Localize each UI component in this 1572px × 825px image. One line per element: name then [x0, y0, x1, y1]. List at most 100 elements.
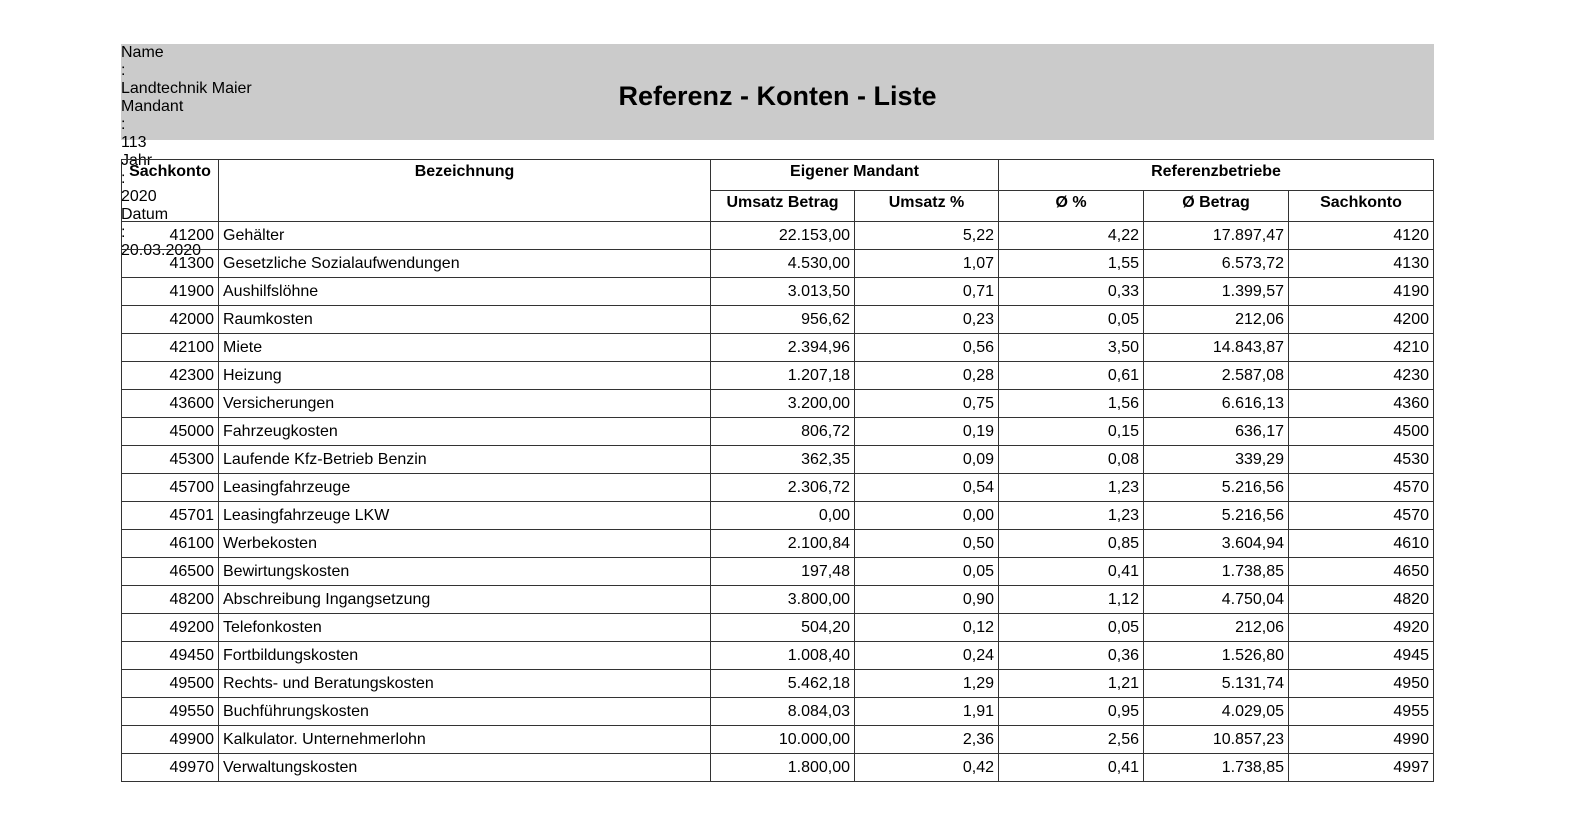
cell: 17.897,47 — [1143, 221, 1289, 250]
cell: 4650 — [1288, 557, 1434, 586]
cell: 956,62 — [710, 305, 855, 334]
column-header: Umsatz Betrag — [710, 190, 855, 222]
cell: 1.008,40 — [710, 641, 855, 670]
cell: 0,28 — [854, 361, 999, 390]
column-header: Bezeichnung — [218, 159, 711, 222]
cell: Miete — [218, 333, 711, 362]
cell: 1,29 — [854, 669, 999, 698]
cell: 0,05 — [998, 613, 1144, 642]
cell: 4500 — [1288, 417, 1434, 446]
cell: 212,06 — [1143, 613, 1289, 642]
cell: 1.207,18 — [710, 361, 855, 390]
cell: 4.029,05 — [1143, 697, 1289, 726]
cell: 10.000,00 — [710, 725, 855, 754]
cell: 3,50 — [998, 333, 1144, 362]
cell: 6.573,72 — [1143, 249, 1289, 278]
cell: 5.216,56 — [1143, 501, 1289, 530]
cell: 1.399,57 — [1143, 277, 1289, 306]
cell: 4530 — [1288, 445, 1434, 474]
cell: 49970 — [121, 753, 219, 782]
cell: Laufende Kfz-Betrieb Benzin — [218, 445, 711, 474]
cell: 41200 — [121, 221, 219, 250]
cell: 3.013,50 — [710, 277, 855, 306]
cell: 0,00 — [710, 501, 855, 530]
cell: 1,55 — [998, 249, 1144, 278]
cell: 1.526,80 — [1143, 641, 1289, 670]
row: 49550 Buchführungskosten 8.084,03 1,91 0,95 4… — [121, 697, 1434, 726]
field-label: Name — [121, 44, 164, 61]
cell: 0,05 — [998, 305, 1144, 334]
cell: 41900 — [121, 277, 219, 306]
cell: 4130 — [1288, 249, 1434, 278]
cell: 197,48 — [710, 557, 855, 586]
column-header: Sachkonto — [1288, 190, 1434, 222]
cell: 3.800,00 — [710, 585, 855, 614]
cell: 14.843,87 — [1143, 333, 1289, 362]
cell: 22.153,00 — [710, 221, 855, 250]
cell: 4945 — [1288, 641, 1434, 670]
cell: 4120 — [1288, 221, 1434, 250]
cell: 0,95 — [998, 697, 1144, 726]
separator: : — [121, 116, 126, 133]
cell: 49900 — [121, 725, 219, 754]
row: 49500 Rechts- und Beratungskosten 5.462,18… — [121, 669, 1434, 698]
cell: 46500 — [121, 557, 219, 586]
title: Referenz - Konten - Liste — [618, 81, 937, 111]
group-header: Eigener Mandant — [710, 159, 999, 191]
cell: 4997 — [1288, 753, 1434, 782]
cell: 0,23 — [854, 305, 999, 334]
row: 45700 Leasingfahrzeuge 2.306,72 0,54 1,23 5.2… — [121, 473, 1434, 502]
cell: 1,23 — [998, 501, 1144, 530]
cell: 45700 — [121, 473, 219, 502]
cell: 0,09 — [854, 445, 999, 474]
cell: 504,20 — [710, 613, 855, 642]
row: 41900 Aushilfslöhne 3.013,50 0,71 0,33 1.399,… — [121, 277, 1434, 306]
field-label: Mandant — [121, 98, 184, 115]
cell: 43600 — [121, 389, 219, 418]
cell: Leasingfahrzeuge — [218, 473, 711, 502]
row: 45300 Laufende Kfz-Betrieb Benzin 362,35 0,… — [121, 445, 1434, 474]
cell: Rechts- und Beratungskosten — [218, 669, 711, 698]
row: 48200 Abschreibung Ingangsetzung 3.800,00 0… — [121, 585, 1434, 614]
cell: 49550 — [121, 697, 219, 726]
cell: 8.084,03 — [710, 697, 855, 726]
column-header: Ø % — [998, 190, 1144, 222]
field-value: Landtechnik Maier — [121, 80, 252, 97]
cell: 0,19 — [854, 417, 999, 446]
cell: 4610 — [1288, 529, 1434, 558]
cell: Leasingfahrzeuge LKW — [218, 501, 711, 530]
cell: 0,00 — [854, 501, 999, 530]
cell: 4,22 — [998, 221, 1144, 250]
cell: 0,50 — [854, 529, 999, 558]
cell: 4570 — [1288, 501, 1434, 530]
cell: Telefonkosten — [218, 613, 711, 642]
cell: 2.100,84 — [710, 529, 855, 558]
cell: 2.306,72 — [710, 473, 855, 502]
cell: 1,56 — [998, 389, 1144, 418]
cell: 42100 — [121, 333, 219, 362]
cell: 1.738,85 — [1143, 557, 1289, 586]
cell: 0,08 — [998, 445, 1144, 474]
row: 46500 Bewirtungskosten 197,48 0,05 0,41 1.738… — [121, 557, 1434, 586]
cell: 1.738,85 — [1143, 753, 1289, 782]
cell: 0,24 — [854, 641, 999, 670]
cell: Raumkosten — [218, 305, 711, 334]
header: Referenz - Konten - Liste Name: Landtechn… — [121, 44, 1434, 259]
column-header: Umsatz % — [854, 190, 999, 222]
cell: 5.216,56 — [1143, 473, 1289, 502]
cell: 1,21 — [998, 669, 1144, 698]
cell: Bewirtungskosten — [218, 557, 711, 586]
cell: Versicherungen — [218, 389, 711, 418]
cell: 45701 — [121, 501, 219, 530]
cell: Fahrzeugkosten — [218, 417, 711, 446]
cell: 4920 — [1288, 613, 1434, 642]
row: 49970 Verwaltungskosten 1.800,00 0,42 0,41 1.… — [121, 753, 1434, 782]
cell: 1,07 — [854, 249, 999, 278]
cell: 362,35 — [710, 445, 855, 474]
cell: Gehälter — [218, 221, 711, 250]
cell: 0,85 — [998, 529, 1144, 558]
cell: 4.750,04 — [1143, 585, 1289, 614]
row: 43600 Versicherungen 3.200,00 0,75 1,56 6.616… — [121, 389, 1434, 418]
cell: 4200 — [1288, 305, 1434, 334]
